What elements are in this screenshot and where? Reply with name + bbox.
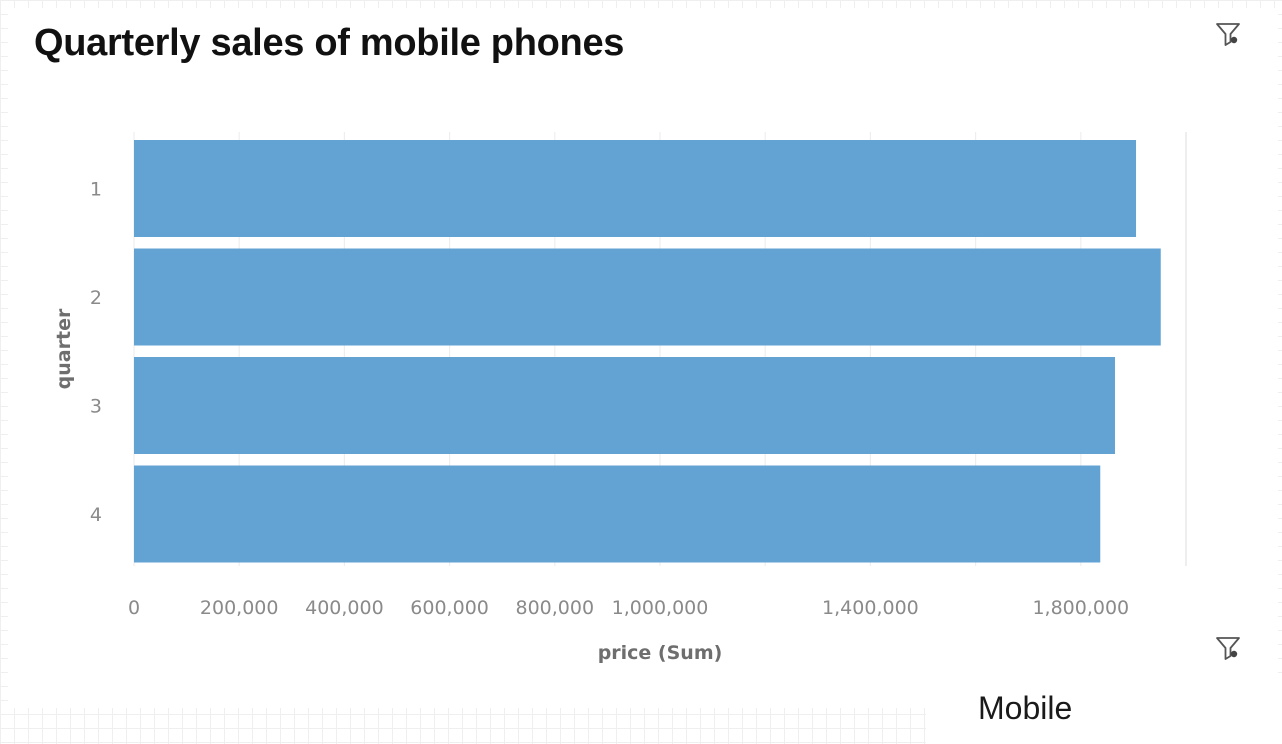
x-tick-label: 400,000 [305, 597, 384, 619]
bar[interactable] [134, 357, 1115, 454]
y-tick-label: 4 [90, 504, 102, 526]
y-axis-title: quarter [53, 308, 75, 389]
x-axis-title: price (Sum) [598, 642, 723, 664]
bar[interactable] [134, 465, 1101, 563]
x-tick-label: 1,000,000 [612, 597, 709, 619]
bar[interactable] [134, 140, 1137, 237]
x-tick-label: 1,400,000 [822, 597, 919, 619]
x-tick-labels: 0 200,000 400,000 600,000 800,000 1,000,000 1,… [128, 597, 1129, 619]
x-tick-label: 600,000 [410, 597, 489, 619]
y-tick-label: 3 [90, 396, 102, 418]
bars [134, 140, 1161, 563]
filter-icon[interactable] [1214, 634, 1242, 662]
x-tick-label: 200,000 [200, 597, 279, 619]
next-card-title: Mobile [978, 690, 1073, 726]
y-tick-labels: 1 2 3 4 [90, 179, 102, 527]
x-tick-label: 0 [128, 597, 140, 619]
chart-title: Quarterly sales of mobile phones [34, 22, 625, 64]
bar[interactable] [134, 248, 1161, 346]
y-tick-label: 1 [90, 179, 102, 201]
y-tick-label: 2 [90, 287, 102, 309]
filter-icon[interactable] [1214, 20, 1242, 48]
x-tick-label: 1,800,000 [1032, 597, 1129, 619]
next-card [926, 684, 1282, 744]
x-tick-label: 800,000 [516, 597, 595, 619]
